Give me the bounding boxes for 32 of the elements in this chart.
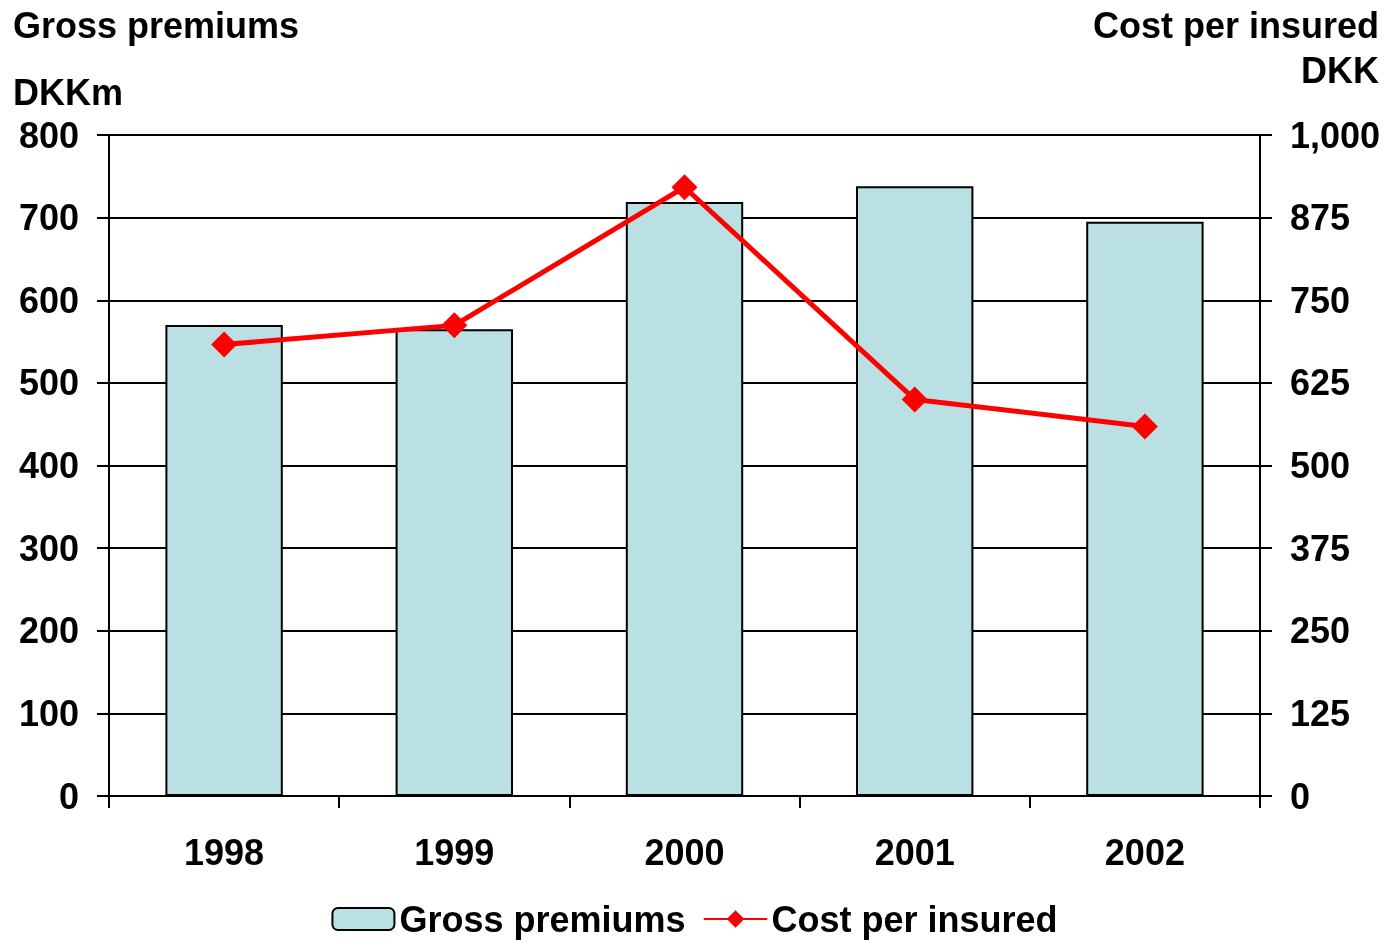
point bbox=[901, 386, 928, 413]
legend-label: Gross premiums bbox=[399, 898, 686, 940]
point bbox=[211, 331, 238, 358]
x-tick-label: 1999 bbox=[414, 831, 495, 873]
y2-tick-label: 125 bbox=[1290, 692, 1351, 734]
y2-tick-label: 625 bbox=[1290, 362, 1351, 404]
y2-tick-label: 500 bbox=[1290, 445, 1351, 486]
y2-tick-label: 250 bbox=[1290, 610, 1351, 652]
y-axis-title: Gross premiums DKKm bbox=[13, 4, 300, 113]
x-tick-label: 2001 bbox=[874, 831, 955, 873]
y2-tick-label: 875 bbox=[1290, 197, 1351, 239]
y-tick-label: 800 bbox=[18, 114, 79, 156]
x-tick-label: 2002 bbox=[1104, 831, 1185, 873]
y-tick-label: 0 bbox=[58, 775, 79, 817]
x-tick-label: 1998 bbox=[184, 831, 265, 873]
y2-tick-label: 0 bbox=[1290, 775, 1311, 817]
y2-tick-label: 1,000 bbox=[1290, 114, 1381, 156]
y-tick-label: 300 bbox=[18, 527, 79, 569]
y-tick-label: 700 bbox=[18, 197, 79, 239]
y-tick-label: 400 bbox=[18, 445, 79, 486]
y2-tick-label: 375 bbox=[1290, 527, 1351, 569]
y-tick-label: 100 bbox=[18, 692, 79, 734]
point bbox=[441, 312, 468, 339]
point bbox=[671, 174, 698, 201]
y2-axis-title: Cost per insured DKK bbox=[1092, 4, 1379, 91]
y-tick-label: 500 bbox=[18, 362, 79, 404]
x-tick-label: 2000 bbox=[644, 831, 725, 873]
y2-tick-label: 750 bbox=[1290, 279, 1351, 321]
y-tick-label: 600 bbox=[18, 279, 79, 321]
y-tick-label: 200 bbox=[18, 610, 79, 652]
legend-label: Cost per insured bbox=[771, 898, 1058, 940]
point bbox=[1131, 413, 1158, 440]
